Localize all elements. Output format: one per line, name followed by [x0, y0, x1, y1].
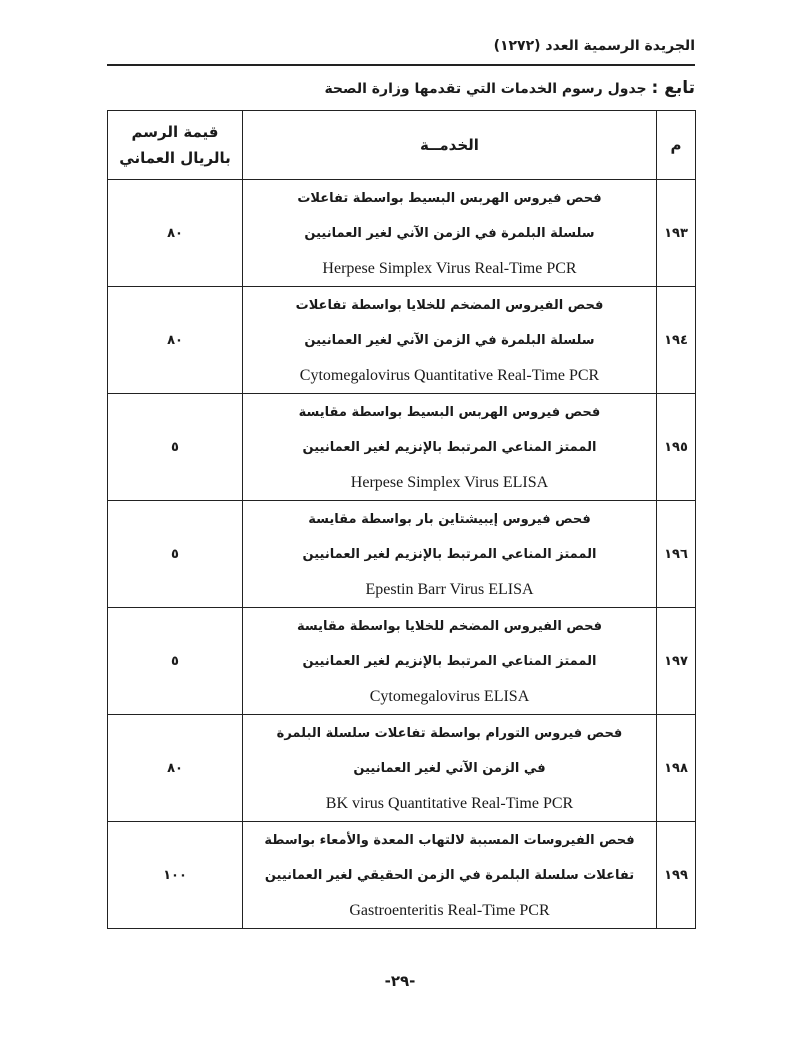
row-service: فحص الفيروس المضخم للخلايا بواسطة تفاعلا… [242, 286, 657, 394]
row-fee: ٨٠ [107, 714, 243, 822]
row-service: فحص فيروس التورام بواسطة تفاعلات سلسلة ا… [242, 714, 657, 822]
service-ar-line1: فحص الفيروس المضخم للخلايا بواسطة تفاعلا… [295, 297, 604, 313]
row-service: فحص فيروس إيبيشتاين بار بواسطة مقايسة ال… [242, 500, 657, 608]
service-en: Herpese Simplex Virus Real-Time PCR [322, 259, 577, 277]
page-number: -٢٩- [384, 972, 416, 990]
row-num: ١٩٩ [656, 821, 696, 929]
table-row: ١٩٥ فحص فيروس الهربس البسيط بواسطة مقايس… [107, 393, 696, 501]
row-num: ١٩٦ [656, 500, 696, 608]
service-ar-line2: سلسلة البلمرة في الزمن الآني لغير العمان… [304, 225, 595, 241]
service-ar-line2: تفاعلات سلسلة البلمرة في الزمن الحقيقي ل… [264, 867, 635, 883]
table-title: تابع : جدول رسوم الخدمات التي تقدمها وزا… [107, 78, 695, 98]
row-fee: ٨٠ [107, 179, 243, 287]
service-ar-line1: فحص فيروس الهربس البسيط بواسطة تفاعلات [297, 190, 602, 206]
service-ar-line1: فحص فيروس التورام بواسطة تفاعلات سلسلة ا… [276, 725, 623, 741]
table-row: ١٩٣ فحص فيروس الهربس البسيط بواسطة تفاعل… [107, 179, 696, 287]
row-num: ١٩٧ [656, 607, 696, 715]
row-service: فحص الفيروسات المسببة لالتهاب المعدة وال… [242, 821, 657, 929]
service-ar-line1: فحص فيروس إيبيشتاين بار بواسطة مقايسة [308, 511, 591, 527]
table-row: ١٩٨ فحص فيروس التورام بواسطة تفاعلات سلس… [107, 714, 696, 822]
service-ar-line2: سلسلة البلمرة في الزمن الآني لغير العمان… [304, 332, 595, 348]
service-en: Cytomegalovirus ELISA [369, 687, 530, 705]
service-en: Epestin Barr Virus ELISA [365, 580, 534, 598]
title-lead: تابع : [651, 78, 695, 98]
header-fee: قيمة الرسم بالريال العماني [107, 110, 243, 180]
row-service: فحص فيروس الهربس البسيط بواسطة تفاعلات س… [242, 179, 657, 287]
row-fee: ٥ [107, 393, 243, 501]
header-fee-line2: بالريال العماني [119, 149, 231, 167]
service-en: Cytomegalovirus Quantitative Real-Time P… [299, 366, 600, 384]
row-service: فحص الفيروس المضخم للخلايا بواسطة مقايسة… [242, 607, 657, 715]
row-num: ١٩٣ [656, 179, 696, 287]
service-en: Gastroenteritis Real-Time PCR [349, 901, 550, 919]
row-num: ١٩٨ [656, 714, 696, 822]
row-fee: ٨٠ [107, 286, 243, 394]
fees-table: م الخدمــة قيمة الرسم بالريال العماني ١٩… [107, 110, 696, 929]
header-service: الخدمــة [242, 110, 657, 180]
running-head: الجريدة الرسمية العدد (١٢٧٢) [107, 38, 695, 66]
row-service: فحص فيروس الهربس البسيط بواسطة مقايسة ال… [242, 393, 657, 501]
row-fee: ٥ [107, 500, 243, 608]
header-num: م [656, 110, 696, 180]
service-ar-line1: فحص فيروس الهربس البسيط بواسطة مقايسة [298, 404, 601, 420]
table-row: ١٩٩ فحص الفيروسات المسببة لالتهاب المعدة… [107, 821, 696, 929]
service-ar-line2: الممتز المناعي المرتبط بالإنزيم لغير الع… [302, 653, 597, 669]
service-en: Herpese Simplex Virus ELISA [350, 473, 549, 491]
service-en: BK virus Quantitative Real-Time PCR [325, 794, 574, 812]
row-fee: ٥ [107, 607, 243, 715]
table-header-row: م الخدمــة قيمة الرسم بالريال العماني [107, 110, 696, 180]
title-text: جدول رسوم الخدمات التي تقدمها وزارة الصح… [324, 81, 647, 97]
service-ar-line2: في الزمن الآني لغير العمانيين [353, 760, 546, 776]
header-fee-line1: قيمة الرسم [131, 123, 219, 141]
row-fee: ١٠٠ [107, 821, 243, 929]
service-ar-line2: الممتز المناعي المرتبط بالإنزيم لغير الع… [302, 439, 597, 455]
service-ar-line1: فحص الفيروسات المسببة لالتهاب المعدة وال… [264, 832, 635, 848]
table-row: ١٩٦ فحص فيروس إيبيشتاين بار بواسطة مقايس… [107, 500, 696, 608]
table-row: ١٩٤ فحص الفيروس المضخم للخلايا بواسطة تف… [107, 286, 696, 394]
row-num: ١٩٤ [656, 286, 696, 394]
service-ar-line2: الممتز المناعي المرتبط بالإنزيم لغير الع… [302, 546, 597, 562]
table-row: ١٩٧ فحص الفيروس المضخم للخلايا بواسطة مق… [107, 607, 696, 715]
row-num: ١٩٥ [656, 393, 696, 501]
service-ar-line1: فحص الفيروس المضخم للخلايا بواسطة مقايسة [296, 618, 603, 634]
